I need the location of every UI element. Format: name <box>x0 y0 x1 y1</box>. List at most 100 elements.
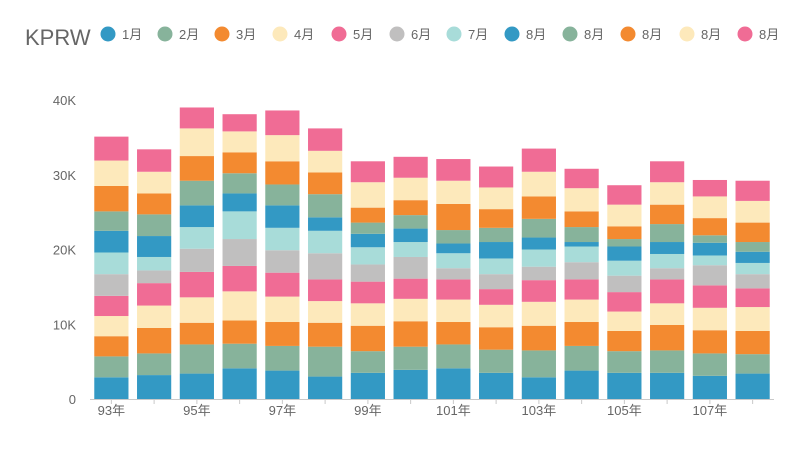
bar-segment <box>222 343 257 369</box>
bar-segment <box>265 227 300 251</box>
bar-segment <box>308 150 343 173</box>
bar-segment <box>607 185 642 205</box>
bar-segment <box>179 227 214 249</box>
bar-segment <box>94 316 129 337</box>
bar-segment <box>265 370 300 399</box>
bar-segment <box>692 353 727 376</box>
bar-segment <box>521 237 556 250</box>
bar-segment <box>607 292 642 312</box>
bar-segment <box>308 217 343 231</box>
bar-segment <box>94 211 129 231</box>
legend-label: 8月 <box>701 27 721 42</box>
bar-segment <box>607 246 642 261</box>
bar-segment <box>350 233 385 248</box>
bar-segment <box>564 322 599 346</box>
bar-segment <box>650 182 685 205</box>
bar-segment <box>650 303 685 325</box>
bar-segment <box>607 311 642 331</box>
bar-segment <box>137 256 172 271</box>
chart-title: KPRW <box>25 25 91 50</box>
bar-segment <box>479 227 514 243</box>
bar-segment <box>393 278 428 299</box>
bar-segment <box>479 289 514 305</box>
bar-segment <box>308 194 343 218</box>
bar-segment <box>607 239 642 247</box>
bar-segment <box>521 301 556 326</box>
bar-segment <box>393 321 428 347</box>
bar-segment <box>137 305 172 328</box>
bar-segment <box>479 274 514 290</box>
bar-segment <box>350 303 385 326</box>
bar-segment <box>650 253 685 269</box>
x-tick-label: 97年 <box>269 403 296 418</box>
bar-segment <box>350 182 385 208</box>
bars <box>94 107 770 399</box>
legend-swatch <box>679 26 695 42</box>
bar-segment <box>222 265 257 292</box>
bar-segment <box>393 369 428 399</box>
bar-segment <box>393 298 428 322</box>
bar-segment <box>393 177 428 201</box>
bar-segment <box>179 107 214 129</box>
bar-segment <box>350 247 385 265</box>
x-tick-label: 95年 <box>183 403 210 418</box>
bar-segment <box>222 211 257 240</box>
bar-segment <box>265 110 300 136</box>
legend-label: 8月 <box>526 27 546 42</box>
bar-segment <box>137 270 172 284</box>
bar-segment <box>650 268 685 280</box>
legend-label: 2月 <box>179 27 199 42</box>
bar-segment <box>265 250 300 273</box>
bar-segment <box>436 344 471 369</box>
bar-segment <box>137 327 172 354</box>
bar-segment <box>179 180 214 206</box>
bar-segment <box>436 203 471 231</box>
bar-segment <box>607 260 642 276</box>
y-tick-label: 30K <box>53 168 76 183</box>
bar-segment <box>94 160 129 186</box>
bar-segment <box>308 172 343 195</box>
bar-segment <box>436 299 471 323</box>
bar-segment <box>521 350 556 378</box>
bar-segment <box>436 253 471 269</box>
bar-segment <box>564 227 599 243</box>
bar-segment <box>607 204 642 227</box>
y-tick-label: 20K <box>53 243 76 258</box>
bar-segment <box>94 185 129 212</box>
bar-segment <box>308 301 343 323</box>
bar-segment <box>308 128 343 151</box>
bar-segment <box>137 214 172 237</box>
bar-segment <box>137 353 172 376</box>
legend: 1月 2月 3月 4月 5月 6月 7月 8月 8月 8月 8月 8月 <box>100 26 779 42</box>
legend-swatch <box>446 26 462 42</box>
bar-segment <box>521 266 556 281</box>
bar-segment <box>692 265 727 286</box>
bar-segment <box>692 307 727 331</box>
bar-segment <box>436 243 471 254</box>
bar-segment <box>137 236 172 257</box>
bar-segment <box>692 179 727 197</box>
bar-segment <box>436 368 471 399</box>
bar-segment <box>436 180 471 204</box>
bar-segment <box>222 239 257 266</box>
bar-segment <box>222 368 257 399</box>
bar-segment <box>94 377 129 399</box>
bar-segment <box>650 350 685 373</box>
bar-segment <box>692 218 727 236</box>
legend-swatch <box>214 26 230 42</box>
legend-swatch <box>272 26 288 42</box>
bar-segment <box>222 173 257 194</box>
bar-segment <box>137 171 172 194</box>
bar-segment <box>179 322 214 345</box>
legend-label: 4月 <box>294 27 314 42</box>
bar-segment <box>265 135 300 162</box>
x-axis: 93年 95年 97年 99年 101年 103年 105年 107年 <box>90 399 774 418</box>
y-tick-label: 10K <box>53 317 76 332</box>
bar-segment <box>692 235 727 243</box>
bar-segment <box>308 230 343 254</box>
bar-segment <box>350 161 385 183</box>
bar-segment <box>479 304 514 328</box>
y-axis: 0 10K 20K 30K 40K <box>53 93 76 407</box>
bar-segment <box>479 166 514 188</box>
bar-segment <box>350 351 385 373</box>
